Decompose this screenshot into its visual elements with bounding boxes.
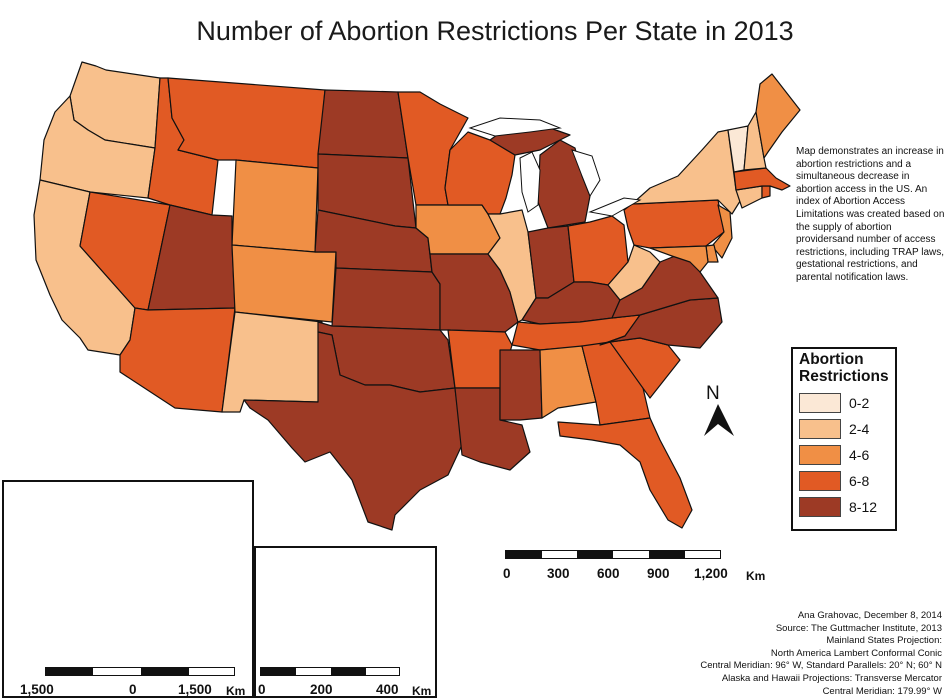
scale-unit: Km bbox=[746, 569, 766, 583]
legend-label: 6-8 bbox=[849, 473, 870, 489]
state-NY bbox=[631, 129, 743, 215]
legend-label: 2-4 bbox=[849, 421, 870, 437]
state-CO bbox=[231, 244, 337, 323]
alaska-scale-bar bbox=[45, 667, 235, 676]
lake-erie bbox=[588, 197, 642, 217]
state-NC bbox=[599, 297, 723, 349]
state-MA bbox=[733, 167, 791, 191]
legend-swatch bbox=[799, 393, 841, 413]
lake-huron bbox=[571, 149, 601, 198]
credit-line: Source: The Guttmacher Institute, 2013 bbox=[775, 622, 942, 634]
legend-label: 4-6 bbox=[849, 447, 870, 463]
scale-label: 200 bbox=[310, 682, 333, 697]
scale-unit: Km bbox=[226, 684, 246, 698]
state-NM bbox=[221, 311, 323, 413]
state-MS bbox=[499, 349, 543, 421]
credit-line: Central Meridian: 96° W, Standard Parall… bbox=[700, 660, 942, 672]
state-ND bbox=[317, 89, 409, 159]
main-scale-bar bbox=[505, 550, 721, 559]
lake-superior bbox=[468, 117, 562, 137]
credits-block: Ana Grahovac, December 8, 2014 Source: T… bbox=[700, 610, 942, 698]
scale-label: 0 bbox=[258, 682, 266, 697]
state-RI bbox=[761, 185, 771, 199]
legend-label: 0-2 bbox=[849, 395, 870, 411]
legend-swatch bbox=[799, 497, 841, 517]
scale-label: 600 bbox=[597, 566, 620, 581]
scale-label: 0 bbox=[129, 682, 137, 697]
state-WY bbox=[231, 159, 319, 253]
lake-michigan bbox=[519, 151, 541, 213]
scale-label: 400 bbox=[376, 682, 399, 697]
map-title: Number of Abortion Restrictions Per Stat… bbox=[196, 16, 794, 46]
state-NJ bbox=[711, 204, 733, 259]
legend-swatch bbox=[799, 445, 841, 465]
scale-label: 1,500 bbox=[20, 682, 54, 697]
state-WV bbox=[607, 244, 661, 301]
legend-swatch bbox=[799, 471, 841, 491]
state-WI bbox=[444, 131, 516, 215]
state-AZ bbox=[119, 307, 236, 413]
state-MD bbox=[649, 245, 709, 273]
legend-label: 8-12 bbox=[849, 499, 878, 515]
state-NH bbox=[743, 111, 767, 171]
credit-line: Mainland States Projection: bbox=[826, 635, 942, 647]
credit-line: North America Lambert Conformal Conic bbox=[770, 647, 942, 659]
credit-line: Central Meridian: 179.99° W bbox=[822, 685, 942, 697]
scale-label: 0 bbox=[503, 566, 511, 581]
state-FL bbox=[557, 417, 693, 529]
credit-line: Ana Grahovac, December 8, 2014 bbox=[797, 610, 942, 621]
state-KS bbox=[331, 267, 441, 331]
scale-label: 1,200 bbox=[694, 566, 728, 581]
alaska-inset bbox=[2, 480, 254, 698]
state-ME bbox=[755, 73, 801, 159]
state-AL bbox=[539, 345, 597, 419]
scale-label: 1,500 bbox=[178, 682, 212, 697]
scale-unit: Km bbox=[412, 684, 432, 698]
state-IL bbox=[487, 209, 537, 323]
map-description: Map demonstrates an increase in abortion… bbox=[796, 146, 945, 283]
hawaii-scale-bar bbox=[260, 667, 400, 676]
scale-label: 900 bbox=[647, 566, 670, 581]
legend-swatch bbox=[799, 419, 841, 439]
legend-title: Abortion Restrictions bbox=[799, 351, 889, 385]
credit-line: Alaska and Hawaii Projections: Transvers… bbox=[721, 672, 942, 684]
north-label: N bbox=[706, 383, 720, 404]
state-TX bbox=[243, 331, 463, 531]
north-arrow-icon bbox=[704, 404, 734, 436]
scale-label: 300 bbox=[547, 566, 570, 581]
legend: Abortion Restrictions 0-2 2-4 4-6 6-8 8-… bbox=[791, 347, 897, 531]
state-PA bbox=[623, 199, 725, 249]
